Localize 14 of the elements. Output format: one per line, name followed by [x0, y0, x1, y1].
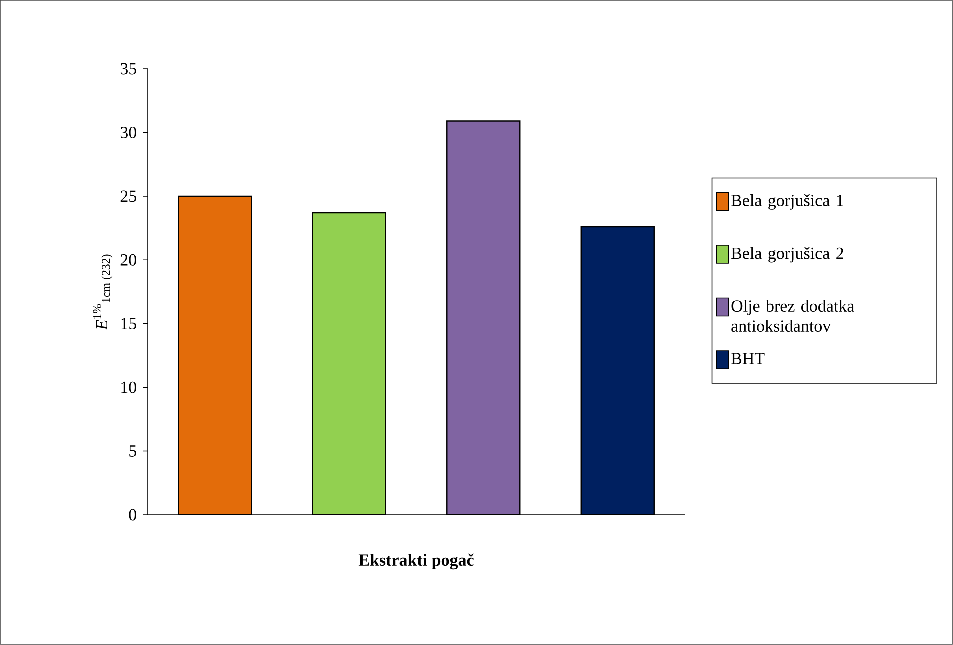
y-tick-label: 5 — [130, 446, 136, 457]
legend-label: Bela gorjušica 1 — [732, 194, 844, 210]
y-tick-label: 30 — [120, 126, 136, 138]
x-axis-title: Ekstrakti pogač — [358, 554, 474, 570]
legend-label: Bela gorjušica 2 — [732, 247, 844, 263]
legend-label: Olje brez dodatka antioksidantov — [732, 300, 854, 332]
y-tick-label: 25 — [120, 190, 136, 202]
y-tick-label: 20 — [120, 254, 136, 266]
y-tick-label: 35 — [120, 63, 136, 75]
y-tick-label: 10 — [122, 382, 136, 394]
y-tick-label: 15 — [122, 318, 136, 330]
legend-label: BHT — [732, 353, 765, 364]
y-axis-title: E$^{1%}$1cm (232) — [93, 254, 113, 330]
y-tick-label: 0 — [129, 509, 136, 521]
